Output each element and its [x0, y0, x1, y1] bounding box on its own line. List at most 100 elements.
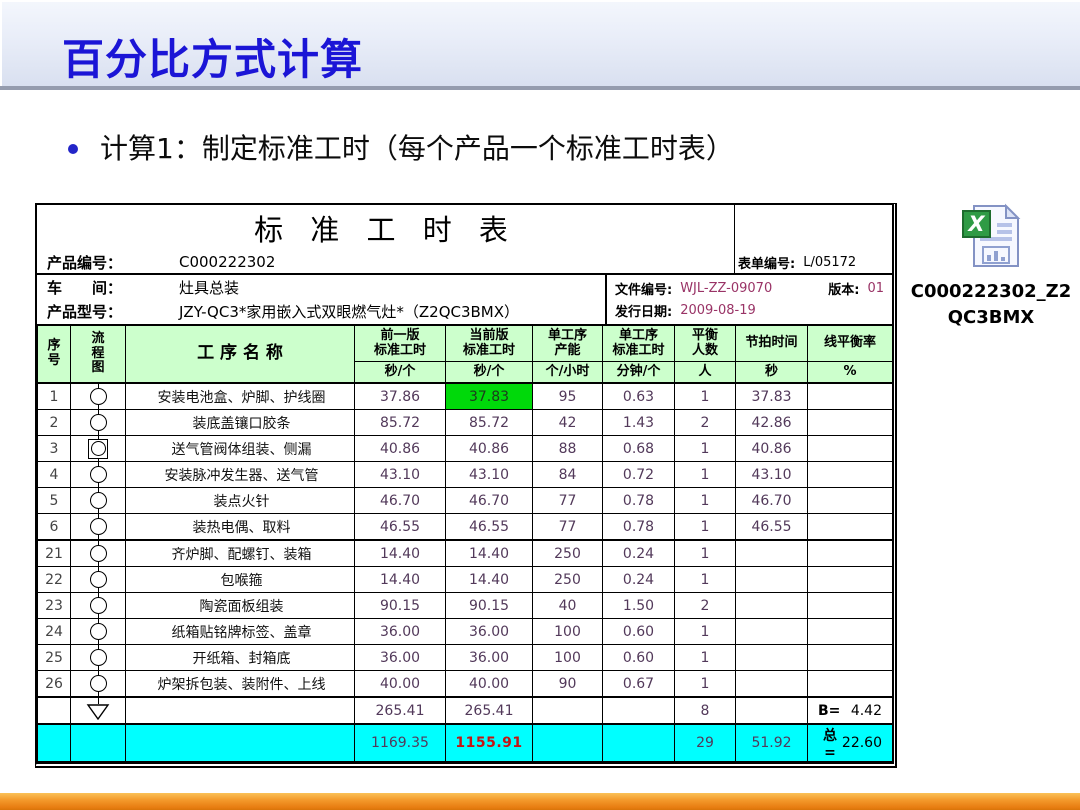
op-no-cell: 25 — [37, 644, 71, 671]
takt-cell — [735, 539, 808, 567]
table-row: 2 装底盖镶口胶条 85.72 85.72 42 1.43 2 42.86 — [37, 409, 893, 436]
op-name-cell: 装点火针 — [125, 487, 355, 514]
workshop-label: 车 间： — [47, 279, 123, 298]
unit-std-time-cell: 0.67 — [602, 670, 675, 698]
worksheet-header-top: 标 准 工 时 表 产品编号： C000222302 表单编号: L/05172 — [37, 205, 892, 273]
people-cell: 1 — [674, 670, 736, 698]
flow-chart-cell — [70, 618, 126, 645]
people-cell: 2 — [674, 592, 736, 619]
people-cell: 1 — [674, 566, 736, 593]
unit-curr: 秒/个 — [445, 361, 533, 384]
takt-cell: 37.83 — [735, 382, 808, 410]
balance-rate-cell — [807, 644, 893, 671]
doc-no-label: 文件编号: — [615, 282, 673, 298]
people-cell: 1 — [674, 644, 736, 671]
flow-chart-cell — [70, 592, 126, 619]
subtotal-balance-value: 4.42 — [850, 702, 882, 719]
flow-inspect-symbol — [88, 438, 108, 459]
capacity-cell: 77 — [532, 487, 603, 514]
total-flow-cell — [70, 723, 126, 762]
op-name-cell: 装热电偶、取料 — [125, 513, 355, 541]
people-cell: 1 — [674, 435, 736, 462]
flow-chart-cell — [70, 435, 126, 462]
capacity-cell: 42 — [532, 409, 603, 436]
table-row: 23 陶瓷面板组装 90.15 90.15 40 1.50 2 — [37, 592, 893, 619]
svg-text:X: X — [966, 212, 986, 236]
flow-chart-cell — [70, 566, 126, 593]
col-header-unit-time: 单工序 标准工时 — [602, 324, 675, 362]
takt-cell: 46.55 — [735, 513, 808, 541]
people-cell: 1 — [674, 539, 736, 567]
flow-operation-symbol — [89, 571, 107, 588]
people-cell: 1 — [674, 487, 736, 514]
capacity-cell: 84 — [532, 461, 603, 488]
takt-cell: 43.10 — [735, 461, 808, 488]
capacity-cell: 250 — [532, 539, 603, 567]
total-prev-cell: 1169.35 — [354, 723, 446, 762]
curr-std-time-cell: 14.40 — [445, 539, 533, 567]
flow-chart-cell — [70, 539, 126, 567]
capacity-cell: 100 — [532, 644, 603, 671]
balance-rate-cell — [807, 513, 893, 541]
flow-operation-symbol — [89, 518, 107, 535]
unit-std-time-cell: 0.24 — [602, 566, 675, 593]
takt-cell: 42.86 — [735, 409, 808, 436]
flow-chart-cell — [70, 409, 126, 436]
op-no-cell: 23 — [37, 592, 71, 619]
col-header-people: 平衡 人数 — [674, 324, 736, 362]
curr-std-time-cell: 46.70 — [445, 487, 533, 514]
subtotal-unit-time-cell — [602, 696, 675, 725]
flow-operation-symbol — [89, 545, 107, 562]
total-unit-time-cell — [602, 723, 675, 762]
worksheet-header-bottom: 车 间： 灶具总装 产品型号： JZY-QC3*家用嵌入式双眼燃气灶*（Z2QC… — [37, 273, 892, 324]
table-row: 26 炉架拆包装、装附件、上线 40.00 40.00 90 0.67 1 — [37, 670, 893, 698]
op-no-cell: 26 — [37, 670, 71, 698]
total-curr-cell: 1155.91 — [445, 723, 533, 762]
prev-std-time-cell: 90.15 — [354, 592, 446, 619]
unit-std-time-cell: 0.24 — [602, 539, 675, 567]
issue-date-value: 2009-08-19 — [680, 303, 756, 319]
workshop-value: 灶具总装 — [179, 279, 240, 298]
balance-rate-cell — [807, 566, 893, 593]
balance-rate-cell — [807, 409, 893, 436]
table-row: 6 装热电偶、取料 46.55 46.55 77 0.78 1 46.55 — [37, 513, 893, 541]
doc-no-line: 文件编号: WJL-ZZ-09070 版本: 01 — [607, 279, 892, 298]
model-value: JZY-QC3*家用嵌入式双眼燃气灶*（Z2QC3BMX） — [179, 302, 520, 321]
people-cell: 2 — [674, 409, 736, 436]
excel-file-icon: X — [962, 203, 1021, 267]
prev-std-time-cell: 14.40 — [354, 566, 446, 593]
capacity-cell: 95 — [532, 382, 603, 410]
bullet-text: 计算1：制定标准工时（每个产品一个标准工时表） — [100, 132, 734, 165]
prev-std-time-cell: 37.86 — [354, 382, 446, 410]
balance-rate-cell — [807, 435, 893, 462]
standard-work-time-table: 标 准 工 时 表 产品编号： C000222302 表单编号: L/05172… — [35, 203, 897, 768]
unit-std-time-cell: 1.50 — [602, 592, 675, 619]
col-header-flow: 流 程 图 — [70, 324, 126, 384]
curr-std-time-cell: 40.86 — [445, 435, 533, 462]
product-no-value: C000222302 — [179, 253, 276, 271]
unit-std-time-cell: 0.72 — [602, 461, 675, 488]
bullet-line: 计算1：制定标准工时（每个产品一个标准工时表） — [62, 126, 734, 168]
flow-operation-symbol — [89, 649, 107, 666]
balance-rate-cell — [807, 592, 893, 619]
takt-cell — [735, 618, 808, 645]
balance-rate-cell — [807, 382, 893, 410]
unit-std-time-cell: 0.78 — [602, 513, 675, 541]
product-no-label: 产品编号： — [47, 253, 123, 272]
op-no-cell: 24 — [37, 618, 71, 645]
balance-rate-cell — [807, 670, 893, 698]
doc-no-value: WJL-ZZ-09070 — [680, 280, 773, 296]
curr-std-time-cell: 90.15 — [445, 592, 533, 619]
op-no-cell: 2 — [37, 409, 71, 436]
subtotal-no-cell — [37, 696, 71, 725]
operations-grid: 序 号 流 程 图 工 序 名 称 前一版 标准工时 当前版 标准工时 单工序 … — [37, 324, 893, 762]
slide-bottom-bar — [0, 793, 1080, 810]
op-no-cell: 3 — [37, 435, 71, 462]
table-row: 5 装点火针 46.70 46.70 77 0.78 1 46.70 — [37, 487, 893, 514]
flow-chart-cell — [70, 382, 126, 410]
total-balance-label: 总= — [822, 728, 837, 761]
table-row: 25 开纸箱、封箱底 36.00 36.00 100 0.60 1 — [37, 644, 893, 671]
embedded-excel-object[interactable]: X C000222302_Z2 QC3BMX — [903, 203, 1079, 331]
total-balance-cell: 总= 22.60 — [807, 723, 893, 762]
capacity-cell: 250 — [532, 566, 603, 593]
